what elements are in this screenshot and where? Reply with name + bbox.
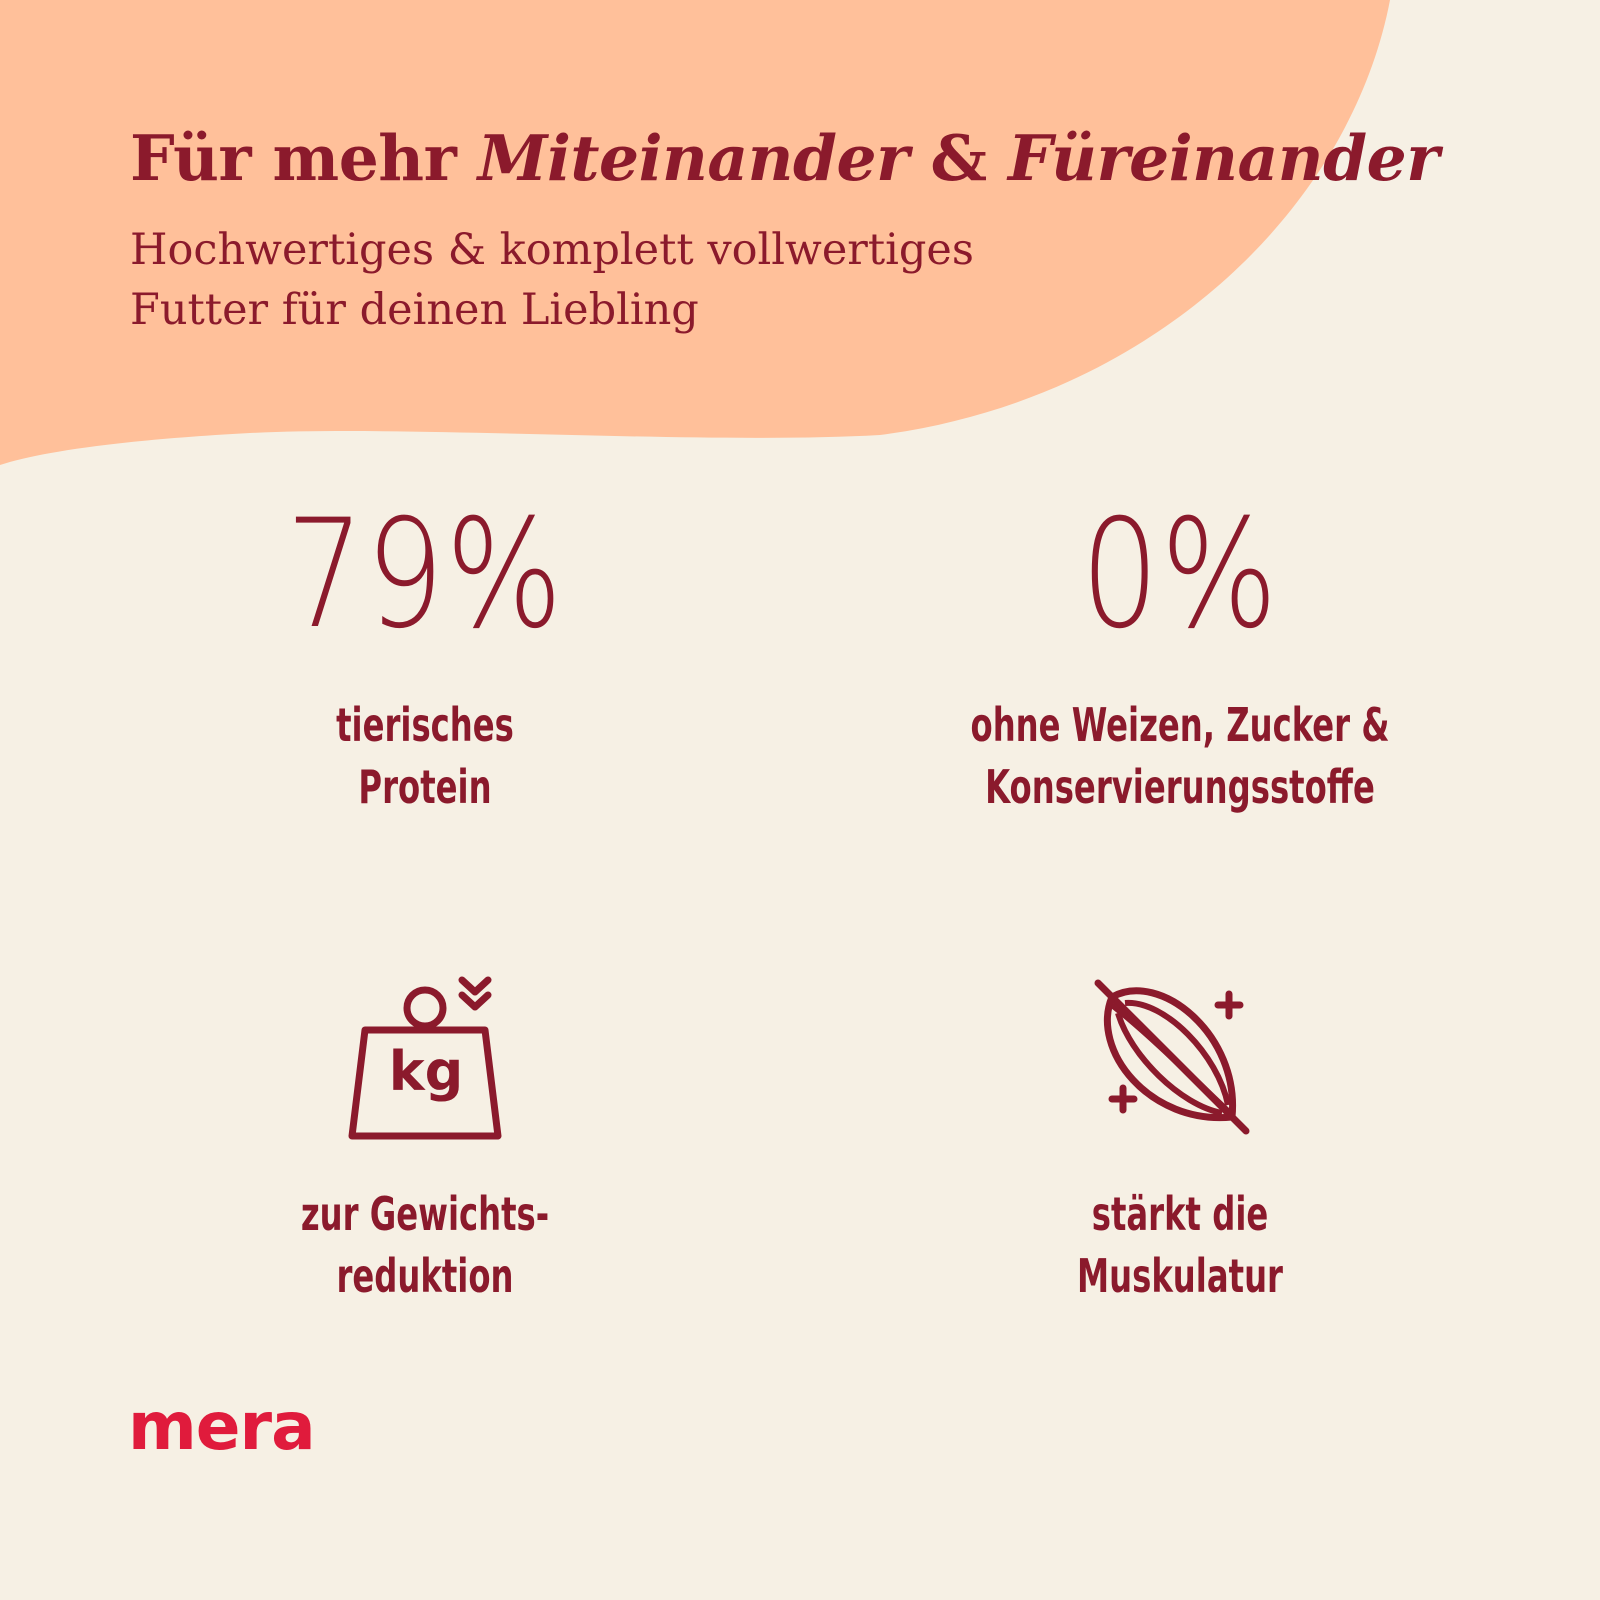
headline-ampersand: &: [908, 121, 1009, 195]
subline: Hochwertiges & komplett vollwertiges Fut…: [130, 220, 1570, 340]
caption-muscle-line-2: Muskulatur: [1077, 1249, 1283, 1303]
caption-weight-line-2: reduktion: [336, 1249, 514, 1303]
background-blob: [0, 0, 1390, 465]
headline-plain: Für mehr: [130, 121, 478, 195]
brand-logo: mera: [128, 1388, 316, 1465]
header: Für mehr Miteinander & Füreinander Hochw…: [130, 118, 1570, 340]
caption-protein-line-2: Protein: [358, 760, 492, 814]
muscle-plus-icon: [1094, 979, 1250, 1135]
weight-icon-label: kg: [389, 1040, 464, 1103]
caption-no-additives-line-1: ohne Weizen, Zucker &: [970, 698, 1390, 752]
subline-line-2: Futter für deinen Liebling: [130, 285, 699, 335]
stat-value-protein: 79%: [285, 488, 565, 662]
caption-weight: zur Gewichts- reduktion: [207, 1183, 644, 1307]
headline: Für mehr Miteinander & Füreinander: [130, 118, 1570, 198]
subline-line-1: Hochwertiges & komplett vollwertiges: [130, 225, 974, 275]
caption-no-additives: ohne Weizen, Zucker & Konservierungsstof…: [962, 694, 1399, 818]
stat-protein: 79%: [225, 495, 625, 655]
weight-kg-down-icon: kg: [348, 976, 502, 1140]
caption-muscle: stärkt die Muskulatur: [962, 1183, 1399, 1307]
caption-protein: tierisches Protein: [207, 694, 644, 818]
headline-emphasis-2: Füreinander: [1008, 121, 1439, 195]
caption-weight-line-1: zur Gewichts-: [300, 1187, 550, 1241]
stat-value-no-additives: 0%: [1080, 488, 1280, 662]
caption-muscle-line-1: stärkt die: [1091, 1187, 1269, 1241]
caption-no-additives-line-2: Konservierungsstoffe: [985, 760, 1375, 814]
caption-protein-line-1: tierisches: [336, 698, 514, 752]
stat-no-additives: 0%: [980, 495, 1380, 655]
headline-emphasis-1: Miteinander: [477, 121, 910, 195]
